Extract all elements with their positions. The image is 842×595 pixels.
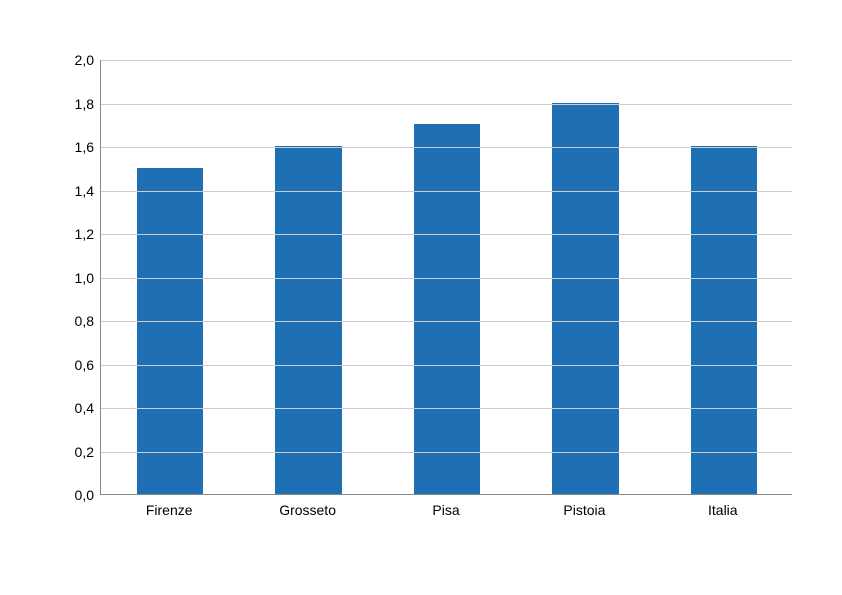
y-axis-tick-label: 0,4 [50, 400, 94, 416]
gridline [101, 452, 792, 453]
gridline [101, 191, 792, 192]
x-axis-tick-label: Grosseto [279, 502, 336, 518]
gridline [101, 234, 792, 235]
gridline [101, 408, 792, 409]
y-axis-tick-label: 0,0 [50, 487, 94, 503]
y-axis-tick-label: 1,4 [50, 183, 94, 199]
y-axis-tick-label: 1,0 [50, 270, 94, 286]
y-axis-tick-label: 1,6 [50, 139, 94, 155]
y-axis-tick-label: 0,6 [50, 357, 94, 373]
x-axis-tick-label: Italia [708, 502, 738, 518]
bar-firenze [137, 168, 203, 494]
bar-pistoia [552, 103, 618, 495]
gridline [101, 365, 792, 366]
gridline [101, 321, 792, 322]
y-axis-tick-label: 2,0 [50, 52, 94, 68]
bar-italia [691, 146, 757, 494]
x-axis-tick-label: Pistoia [563, 502, 605, 518]
bar-grosseto [275, 146, 341, 494]
gridline [101, 147, 792, 148]
bar-chart: 0,00,20,40,60,81,01,21,41,61,82,0Firenze… [50, 60, 792, 535]
y-axis-tick-label: 1,8 [50, 96, 94, 112]
gridline [101, 278, 792, 279]
gridline [101, 104, 792, 105]
y-axis-tick-label: 0,2 [50, 444, 94, 460]
gridline [101, 60, 792, 61]
y-axis-tick-label: 1,2 [50, 226, 94, 242]
x-axis-tick-label: Pisa [432, 502, 459, 518]
x-axis-tick-label: Firenze [146, 502, 193, 518]
y-axis-tick-label: 0,8 [50, 313, 94, 329]
plot-area [100, 60, 792, 495]
bar-pisa [414, 124, 480, 494]
